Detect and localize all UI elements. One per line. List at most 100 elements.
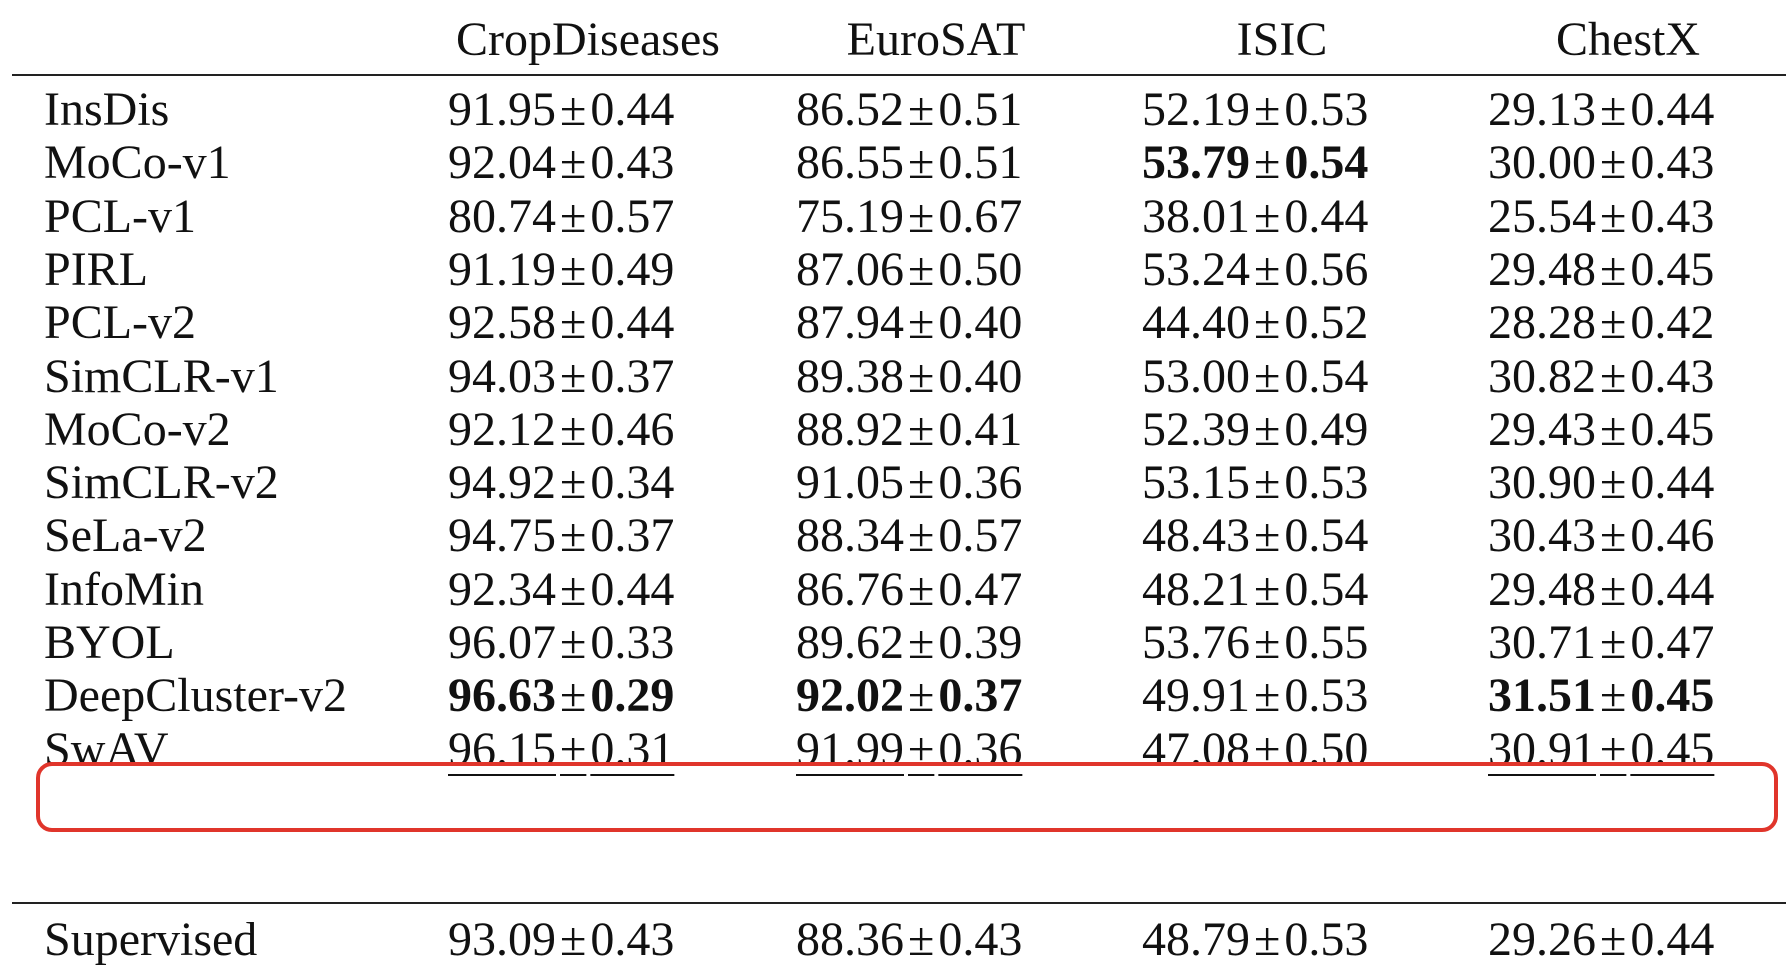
score-cell: 29.48±0.45 [1488, 240, 1768, 300]
score-value: 96.07±0.33 [448, 613, 674, 673]
score-error: 0.53 [1284, 456, 1369, 510]
plus-minus-symbol: ± [1600, 189, 1627, 243]
score-cell: 48.43±0.54 [1142, 506, 1422, 566]
plus-minus-symbol: ± [1600, 562, 1627, 616]
top-rule [12, 74, 1786, 76]
score-cell: 29.13±0.44 [1488, 80, 1768, 140]
plus-minus-symbol: ± [908, 616, 935, 669]
score-error: 0.43 [590, 913, 675, 966]
score-mean: 29.43 [1488, 402, 1596, 456]
score-mean: 53.00 [1142, 349, 1250, 403]
score-value: 48.43±0.54 [1142, 506, 1368, 566]
score-error: 0.45 [1630, 669, 1715, 723]
score-error: 0.39 [938, 616, 1023, 669]
plus-minus-symbol: ± [908, 509, 935, 563]
plus-minus-symbol: ± [560, 83, 587, 136]
score-error: 0.44 [1630, 913, 1715, 966]
score-error: 0.47 [938, 562, 1023, 616]
score-value: 30.91±0.45 [1488, 720, 1714, 780]
score-mean: 87.94 [796, 296, 904, 350]
score-mean: 53.79 [1142, 136, 1250, 190]
score-cell: 49.91±0.53 [1142, 666, 1422, 726]
score-cell: 30.43±0.46 [1488, 506, 1768, 566]
score-error: 0.44 [1630, 456, 1715, 510]
score-error: 0.53 [1284, 669, 1369, 723]
score-mean: 49.91 [1142, 669, 1250, 723]
plus-minus-symbol: ± [1600, 913, 1627, 966]
table-header: CropDiseases EuroSAT ISIC ChestX [0, 10, 1790, 70]
score-value: 91.19±0.49 [448, 240, 674, 300]
score-value: 86.52±0.51 [796, 80, 1022, 140]
score-value: 53.79±0.54 [1142, 133, 1368, 193]
score-mean: 89.62 [796, 616, 904, 669]
score-value: 92.34±0.44 [448, 560, 674, 620]
score-mean: 87.06 [796, 242, 904, 296]
score-mean: 52.19 [1142, 83, 1250, 136]
score-value: 91.99±0.36 [796, 720, 1022, 780]
plus-minus-symbol: ± [908, 669, 935, 723]
score-value: 93.09±0.43 [448, 910, 674, 970]
mid-rule [12, 902, 1786, 904]
score-cell: 92.04±0.43 [448, 133, 728, 193]
plus-minus-symbol: ± [908, 349, 935, 403]
plus-minus-symbol: ± [908, 136, 935, 190]
table-row: MoCo-v1 92.04±0.43 86.55±0.51 53.79±0.54 30.… [0, 133, 1790, 193]
plus-minus-symbol: ± [1600, 349, 1627, 403]
score-mean: 91.05 [796, 456, 904, 510]
score-cell: 87.94±0.40 [796, 293, 1076, 353]
plus-minus-symbol: ± [560, 456, 587, 510]
score-value: 48.79±0.53 [1142, 910, 1368, 970]
method-name: SimCLR-v2 [44, 456, 279, 510]
score-cell: 91.99±0.36 [796, 720, 1076, 780]
score-error: 0.57 [590, 189, 675, 243]
score-value: 53.15±0.53 [1142, 453, 1368, 513]
score-cell: 30.00±0.43 [1488, 133, 1768, 193]
table-row: SwAV 96.15±0.31 91.99±0.36 47.08±0.50 30.91±… [0, 720, 1790, 780]
score-error: 0.54 [1284, 509, 1369, 563]
score-cell: 29.43±0.45 [1488, 400, 1768, 460]
plus-minus-symbol: ± [1600, 456, 1627, 510]
score-cell: 29.48±0.44 [1488, 560, 1768, 620]
score-cell: 75.19±0.67 [796, 187, 1076, 247]
score-mean: 53.24 [1142, 242, 1250, 296]
score-cell: 52.39±0.49 [1142, 400, 1422, 460]
method-name: MoCo-v2 [44, 402, 231, 456]
score-error: 0.43 [1630, 189, 1715, 243]
score-value: 94.92±0.34 [448, 453, 674, 513]
method-name: PCL-v2 [44, 296, 197, 350]
score-error: 0.36 [938, 722, 1023, 776]
table-row: InfoMin 92.34±0.44 86.76±0.47 48.21±0.54 29.… [0, 560, 1790, 620]
highlight-box [36, 762, 1778, 832]
score-value: 38.01±0.44 [1142, 187, 1368, 247]
method-name: Supervised [44, 913, 258, 966]
score-value: 30.90±0.44 [1488, 453, 1714, 513]
score-mean: 52.39 [1142, 402, 1250, 456]
score-mean: 48.43 [1142, 509, 1250, 563]
score-mean: 30.00 [1488, 136, 1596, 190]
plus-minus-symbol: ± [1600, 136, 1627, 190]
score-error: 0.44 [1284, 189, 1369, 243]
score-error: 0.31 [590, 722, 675, 776]
score-mean: 30.90 [1488, 456, 1596, 510]
score-mean: 86.76 [796, 562, 904, 616]
score-mean: 89.38 [796, 349, 904, 403]
score-cell: 44.40±0.52 [1142, 293, 1422, 353]
score-mean: 48.21 [1142, 562, 1250, 616]
table-row: InsDis 91.95±0.44 86.52±0.51 52.19±0.53 29.1… [0, 80, 1790, 140]
score-error: 0.43 [590, 136, 675, 190]
plus-minus-symbol: ± [908, 242, 935, 296]
score-mean: 94.92 [448, 456, 556, 510]
score-cell: 31.51±0.45 [1488, 666, 1768, 726]
score-value: 29.13±0.44 [1488, 80, 1714, 140]
table-row: Supervised 93.09±0.43 88.36±0.43 48.79±0.53… [0, 910, 1790, 970]
score-error: 0.40 [938, 349, 1023, 403]
score-value: 53.00±0.54 [1142, 347, 1368, 407]
score-error: 0.37 [938, 669, 1023, 723]
plus-minus-symbol: ± [1600, 669, 1627, 723]
score-cell: 91.19±0.49 [448, 240, 728, 300]
plus-minus-symbol: ± [560, 913, 587, 966]
score-value: 30.71±0.47 [1488, 613, 1714, 673]
score-error: 0.33 [590, 616, 675, 669]
score-cell: 53.76±0.55 [1142, 613, 1422, 673]
score-value: 92.04±0.43 [448, 133, 674, 193]
